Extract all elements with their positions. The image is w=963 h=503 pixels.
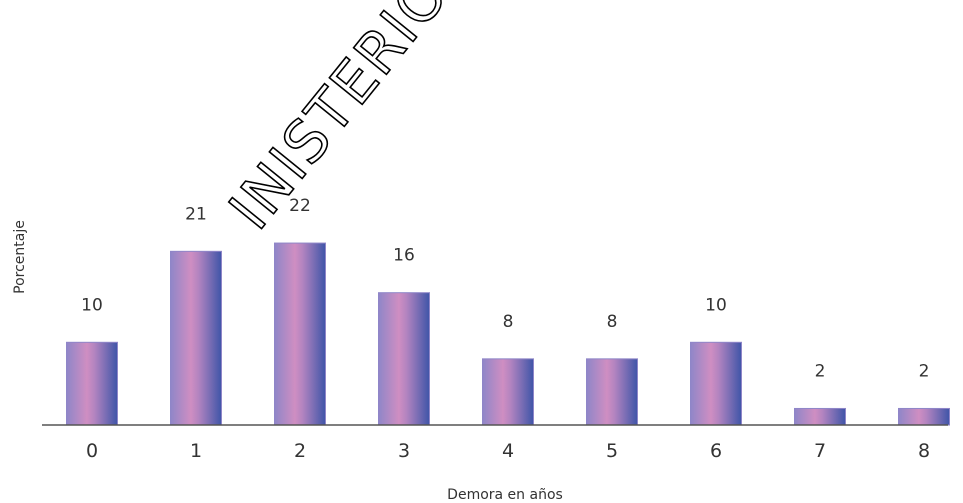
data-label-1: 21 [185,204,207,224]
x-tick-label-6: 6 [710,440,722,462]
data-label-7: 2 [815,361,826,381]
x-tick-label-4: 4 [502,440,514,462]
x-tick-label-2: 2 [294,440,306,462]
bar-5 [586,358,638,426]
data-label-2: 22 [289,196,311,216]
bar-7 [794,407,846,426]
bars-group [66,242,950,426]
x-axis-title: Demora en años [447,487,563,503]
bar-2 [274,242,326,426]
data-label-6: 10 [705,295,727,315]
bar-0 [66,341,118,426]
x-tick-label-5: 5 [606,440,618,462]
bar-3 [378,292,430,426]
x-tick-label-7: 7 [814,440,826,462]
data-label-4: 8 [503,312,514,332]
bar-8 [898,407,950,426]
data-label-8: 2 [919,361,930,381]
watermark-text: INISTERIO D [216,0,505,242]
data-label-3: 16 [393,246,415,266]
x-tick-label-3: 3 [398,440,410,462]
bar-1 [170,250,222,426]
data-label-5: 8 [607,312,618,332]
bar-6 [690,341,742,426]
bar-4 [482,358,534,426]
x-tick-label-1: 1 [190,440,202,462]
x-tick-label-8: 8 [918,440,930,462]
x-tick-labels-group: 0 1 2 3 4 5 6 7 8 [86,440,930,462]
x-tick-label-0: 0 [86,440,98,462]
y-axis-title: Porcentaje [12,220,28,294]
data-label-0: 10 [81,295,103,315]
